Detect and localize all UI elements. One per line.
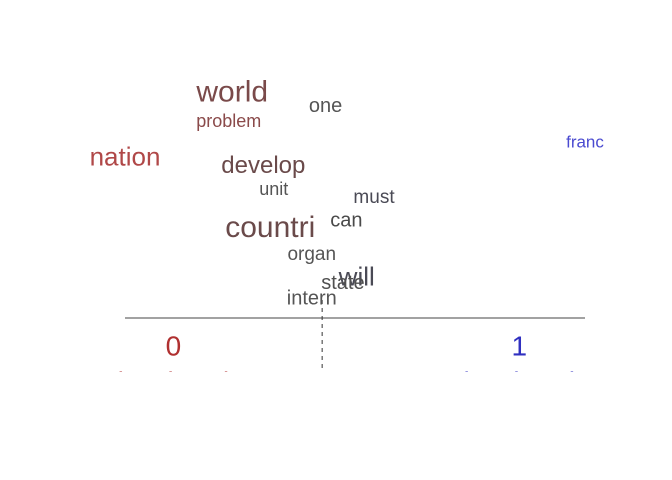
word: nation	[90, 142, 161, 172]
plot-area: 0 (Topic 11) 1 (Topic 11) world one problem fra…	[90, 76, 604, 397]
word: can	[330, 209, 362, 231]
word: develop	[221, 152, 305, 179]
x-tick-label: 0	[166, 330, 182, 361]
word: one	[309, 95, 342, 117]
word: must	[353, 187, 395, 208]
x-tick-sublabel: (Topic 11)	[113, 366, 234, 397]
word: organ	[287, 244, 336, 265]
word: state	[321, 272, 364, 294]
x-tick-sublabel: (Topic 11)	[459, 366, 580, 397]
word: franc	[566, 133, 604, 152]
x-tick-label: 1	[511, 330, 527, 361]
word: will	[338, 261, 375, 291]
word: problem	[196, 111, 261, 131]
word: countri	[225, 211, 315, 244]
word: intern	[287, 287, 337, 309]
word: world	[195, 76, 268, 109]
word: unit	[259, 179, 288, 199]
